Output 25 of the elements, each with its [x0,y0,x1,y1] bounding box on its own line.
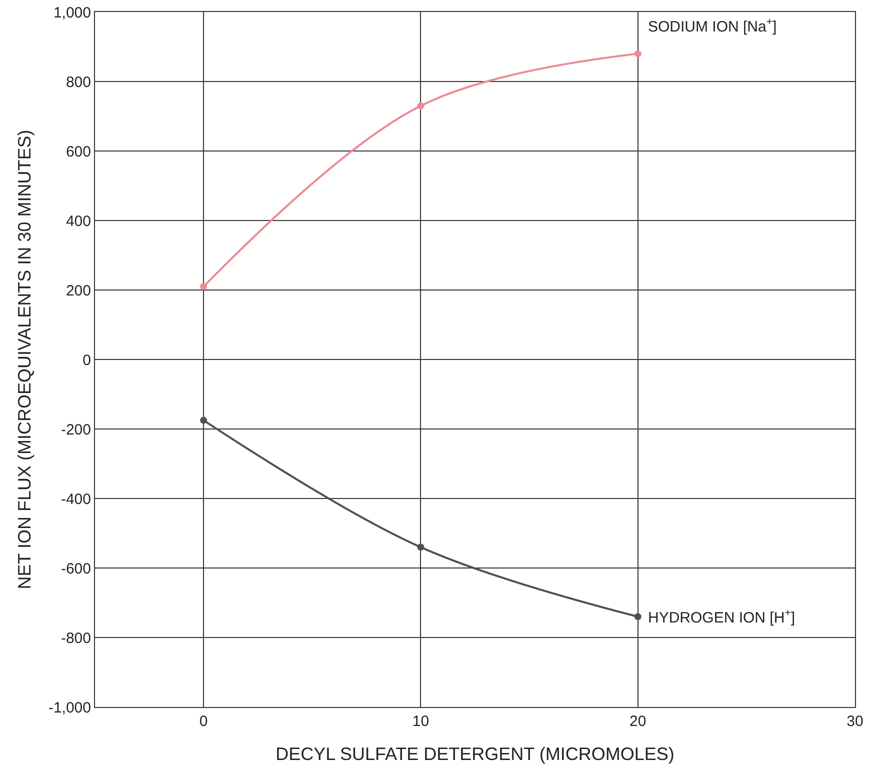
series-label: SODIUM ION [Na$^{+}$] [648,16,777,36]
y-tick-label: -400 [60,490,91,508]
series-label: HYDROGEN ION [H$^{+}$] [648,607,795,626]
point [200,416,208,424]
y-tick-label: -800 [60,630,91,647]
point [200,283,208,290]
point [417,544,424,551]
x-tick-label: 20 [630,713,646,730]
y-tick-label: 800 [66,74,91,91]
x-tick-label: 10 [412,713,430,730]
point [634,613,642,620]
y-axis-title: NET ION FLUX (MICROEQUIVALENTS IN 30 MINUTES) [14,130,35,590]
y-tick-label: 400 [66,212,91,230]
y-tick-label: -200 [60,421,91,438]
point [417,102,424,110]
x-tick-label: 0 [199,713,208,730]
point [634,50,642,58]
y-tick-label: 200 [66,282,91,300]
y-tick-label: -1,000 [48,699,91,716]
y-tick-label: -600 [60,560,91,578]
y-tick-label: 1,000 [53,4,91,22]
x-tick-label: 30 [846,713,864,730]
y-tick-label: 600 [66,143,91,160]
x-axis-title: DECYL SULFATE DETERGENT (MICROMOLES) [276,744,674,764]
y-tick-label: 0 [82,352,91,369]
